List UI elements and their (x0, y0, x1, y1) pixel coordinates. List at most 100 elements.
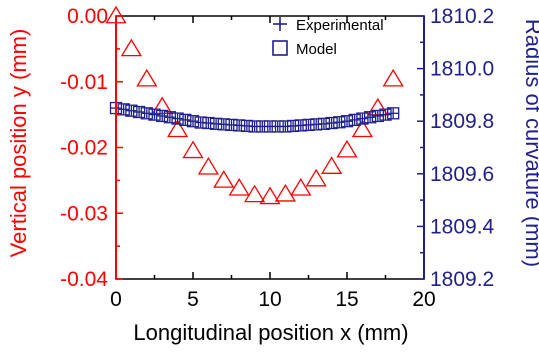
legend-marker (272, 40, 288, 56)
data-point-plus (388, 108, 399, 119)
data-point-triangle (167, 119, 189, 138)
x-tick-label: 10 (258, 288, 281, 311)
data-point-square (317, 117, 331, 130)
data-point-plus (380, 109, 391, 120)
data-point-square (186, 115, 200, 128)
y-left-axis-label: Vertical position y (mm) (6, 29, 31, 258)
data-point-square (340, 115, 354, 128)
data-point-square (132, 105, 146, 119)
data-point-square (302, 118, 315, 132)
legend-marker (273, 17, 287, 31)
data-point-plus (318, 118, 329, 129)
data-point-square (248, 120, 261, 133)
data-point-plus (118, 104, 129, 115)
y-right-tick-label: 1809.4 (430, 215, 495, 238)
data-point-square (294, 119, 307, 132)
data-point-plus (126, 105, 137, 116)
data-point-plus (157, 110, 168, 121)
data-point-triangle (182, 140, 204, 159)
data-point-triangle (305, 168, 327, 187)
data-point-square (148, 108, 161, 121)
data-point-plus (134, 106, 145, 117)
data-point-plus (357, 113, 368, 124)
data-point-square (140, 107, 153, 120)
data-point-square (286, 119, 300, 133)
data-point-square (233, 119, 246, 132)
data-point-triangle (336, 139, 358, 158)
series-vertical-position (105, 5, 404, 205)
data-point-square (125, 104, 138, 117)
data-point-square (179, 113, 192, 127)
data-point-triangle (213, 170, 235, 188)
legend-entry-experimental: Experimental (273, 17, 384, 34)
data-point-square (271, 120, 284, 133)
y-left-tick-label: -0.01 (60, 71, 108, 94)
data-point-plus (149, 109, 160, 120)
data-point-square (348, 113, 361, 127)
data-point-square (363, 111, 377, 124)
data-point-plus (203, 118, 214, 129)
data-point-plus (372, 110, 383, 121)
label-layer: Longitudinal position x (mm) Vertical po… (6, 19, 539, 345)
series-model (109, 101, 400, 133)
y-right-tick-label: 1809.2 (430, 268, 494, 291)
data-point-plus (188, 116, 198, 127)
data-point-plus (349, 114, 360, 125)
y-right-axis-label: Radius of curvature (mm) (521, 19, 539, 267)
y-right-tick-label: 1809.8 (430, 110, 494, 133)
data-point-square (263, 120, 277, 133)
data-point-triangle (274, 183, 296, 202)
data-point-square (387, 107, 400, 120)
data-point-square (117, 103, 130, 116)
data-point-triangle (321, 156, 343, 174)
plot-layer (105, 5, 404, 205)
data-point-plus (334, 117, 345, 128)
data-point-square (194, 116, 207, 129)
data-point-triangle (351, 119, 373, 138)
y-right-tick-label: 1810.2 (430, 5, 494, 28)
data-point-plus (365, 112, 376, 123)
data-point-square (209, 117, 223, 130)
data-point-plus (172, 113, 183, 124)
axis-layer: 0 5 10 15 20 0.00 -0.01 -0.02 -0.03 -0.04 1810.2 18… (60, 5, 494, 311)
data-point-square (225, 118, 238, 132)
legend-layer: Experimental Model (272, 17, 384, 58)
data-point-square (325, 116, 338, 130)
data-point-triangle (197, 156, 219, 175)
data-point-triangle (136, 68, 158, 87)
data-point-square (379, 108, 392, 121)
y-right-tick-label: 1809.6 (430, 163, 494, 186)
x-tick-label: 5 (187, 288, 199, 311)
data-point-plus (326, 118, 337, 129)
data-point-plus (180, 114, 191, 125)
data-point-triangle (382, 68, 404, 87)
legend-entry-model: Model (272, 40, 337, 58)
y-left-tick-label: -0.02 (60, 137, 108, 160)
data-point-square (310, 118, 323, 131)
data-point-square (256, 120, 269, 133)
x-axis-label: Longitudinal position x (mm) (133, 320, 408, 345)
legend-label: Experimental (296, 17, 384, 34)
data-point-triangle (228, 178, 250, 196)
data-point-square (240, 119, 254, 133)
plot-frame (115, 15, 425, 280)
data-point-triangle (120, 38, 142, 57)
y-left-tick-label: -0.03 (60, 202, 108, 225)
data-point-plus (164, 112, 175, 123)
y-left-tick-label: 0.00 (67, 5, 108, 28)
data-point-square (279, 120, 292, 133)
data-point-square (356, 112, 369, 125)
x-tick-label: 20 (412, 288, 435, 311)
y-left-tick-label: -0.04 (60, 268, 108, 291)
legend-label: Model (296, 41, 337, 58)
data-point-square (202, 116, 215, 130)
data-point-square (156, 109, 169, 123)
data-point-triangle (244, 184, 266, 203)
data-point-square (217, 118, 230, 131)
data-point-square (163, 111, 177, 124)
y-right-tick-label: 1810.0 (430, 58, 494, 81)
data-point-square (371, 109, 384, 123)
series-experimental (111, 103, 399, 132)
data-point-plus (342, 116, 352, 127)
